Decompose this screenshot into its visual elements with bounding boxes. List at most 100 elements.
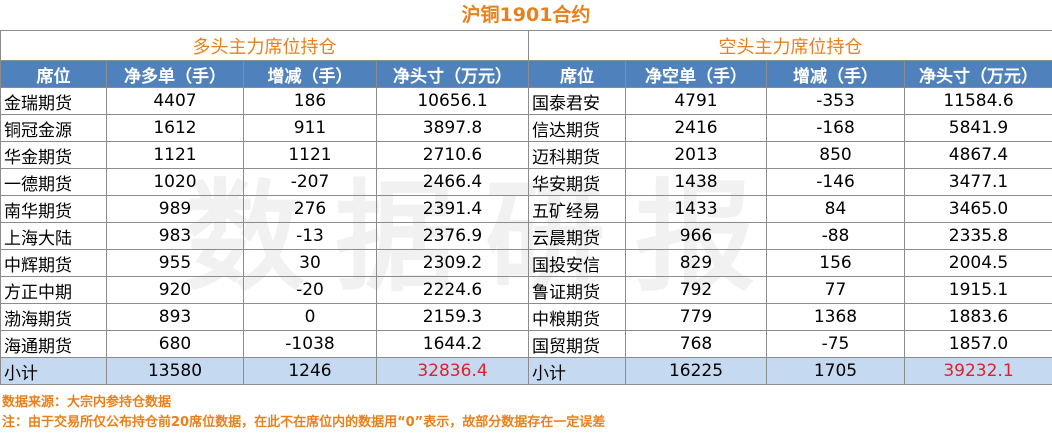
long-value-cell: 186 [243, 87, 377, 115]
header-cell: 增减（手） [766, 60, 905, 88]
short-value-cell: 768 [625, 330, 767, 358]
short-value-cell: 16225 [625, 357, 767, 385]
short-value-cell: 2004.5 [904, 249, 1052, 277]
table-row: 南华期货 989 276 2391.4 五矿经易 1433 84 3465.0 [0, 195, 1052, 223]
long-seat-name: 上海大陆 [0, 222, 107, 250]
long-value-cell: 893 [106, 303, 244, 331]
table-row: 方正中期 920 -20 2224.6 鲁证期货 792 77 1915.1 [0, 276, 1052, 304]
short-section-title: 空头主力席位持仓 [528, 30, 1052, 61]
long-section-title: 多头主力席位持仓 [0, 30, 529, 61]
long-value-cell: -20 [243, 276, 377, 304]
short-seat-name: 信达期货 [528, 114, 626, 142]
short-value-cell: 2013 [625, 141, 767, 169]
short-value-cell: -75 [766, 330, 905, 358]
long-value-cell: 2159.3 [376, 303, 529, 331]
short-value-cell: 3465.0 [904, 195, 1052, 223]
short-value-cell: 1433 [625, 195, 767, 223]
long-value-cell: 13580 [106, 357, 244, 385]
long-value-cell: 1121 [106, 141, 244, 169]
long-seat-name: 小计 [0, 357, 107, 385]
long-value-cell: 1121 [243, 141, 377, 169]
long-value-cell: 3897.8 [376, 114, 529, 142]
short-value-cell: 829 [625, 249, 767, 277]
short-value-cell: 779 [625, 303, 767, 331]
long-value-cell: 955 [106, 249, 244, 277]
table-row: 中辉期货 955 30 2309.2 国投安信 829 156 2004.5 [0, 249, 1052, 277]
short-seat-name: 华安期货 [528, 168, 626, 196]
short-value-cell: 1857.0 [904, 330, 1052, 358]
long-seat-name: 南华期货 [0, 195, 107, 223]
short-value-cell: 4867.4 [904, 141, 1052, 169]
short-seat-name: 中粮期货 [528, 303, 626, 331]
long-value-cell: 1612 [106, 114, 244, 142]
page-title: 沪铜1901合约 [461, 4, 591, 26]
short-value-cell: 1368 [766, 303, 905, 331]
table-row: 华金期货 1121 1121 2710.6 迈科期货 2013 850 4867.4 [0, 141, 1052, 169]
long-value-cell: -207 [243, 168, 377, 196]
short-value-cell: 2335.8 [904, 222, 1052, 250]
table-row: 渤海期货 893 0 2159.3 中粮期货 779 1368 1883.6 [0, 303, 1052, 331]
header-cell: 净头寸（万元） [904, 60, 1052, 88]
short-value-cell: 3477.1 [904, 168, 1052, 196]
table-row: 一德期货 1020 -207 2466.4 华安期货 1438 -146 3477.1 [0, 168, 1052, 196]
short-seat-name: 迈科期货 [528, 141, 626, 169]
long-value-cell: 920 [106, 276, 244, 304]
footnotes: 数据来源：大宗内参持仓数据 注：由于交易所仅公布持仓前20席位数据，在此不在席位… [2, 393, 605, 433]
short-value-cell: 1705 [766, 357, 905, 385]
short-seat-name: 小计 [528, 357, 626, 385]
long-value-cell: 2309.2 [376, 249, 529, 277]
short-value-cell: 77 [766, 276, 905, 304]
long-value-cell: 32836.4 [376, 357, 529, 385]
long-value-cell: 2466.4 [376, 168, 529, 196]
table-row: 上海大陆 983 -13 2376.9 云晨期货 966 -88 2335.8 [0, 222, 1052, 250]
table-row: 金瑞期货 4407 186 10656.1 国泰君安 4791 -353 11584.6 [0, 87, 1052, 115]
long-value-cell: 30 [243, 249, 377, 277]
positions-table: 多头主力席位持仓 空头主力席位持仓 席位 净多单（手） 增减（手） 净头寸（万元… [0, 30, 1052, 385]
long-seat-name: 铜冠金源 [0, 114, 107, 142]
short-value-cell: -88 [766, 222, 905, 250]
short-value-cell: 5841.9 [904, 114, 1052, 142]
short-value-cell: -146 [766, 168, 905, 196]
short-seat-name: 五矿经易 [528, 195, 626, 223]
short-value-cell: 11584.6 [904, 87, 1052, 115]
data-source-note: 数据来源：大宗内参持仓数据 [2, 395, 172, 410]
header-cell: 席位 [0, 60, 107, 88]
long-value-cell: 1246 [243, 357, 377, 385]
long-seat-name: 方正中期 [0, 276, 107, 304]
short-value-cell: 156 [766, 249, 905, 277]
long-value-cell: 911 [243, 114, 377, 142]
subtotal-row: 小计 13580 1246 32836.4 小计 16225 1705 39232.1 [0, 357, 1052, 385]
long-value-cell: -13 [243, 222, 377, 250]
short-value-cell: 850 [766, 141, 905, 169]
short-value-cell: 2416 [625, 114, 767, 142]
long-seat-name: 一德期货 [0, 168, 107, 196]
short-seat-name: 鲁证期货 [528, 276, 626, 304]
short-seat-name: 国泰君安 [528, 87, 626, 115]
column-header-row: 席位 净多单（手） 增减（手） 净头寸（万元） 席位 净空单（手） 增减（手） … [0, 60, 1052, 88]
long-value-cell: 1644.2 [376, 330, 529, 358]
long-value-cell: 2224.6 [376, 276, 529, 304]
long-value-cell: 2710.6 [376, 141, 529, 169]
header-cell: 净头寸（万元） [376, 60, 529, 88]
short-value-cell: 4791 [625, 87, 767, 115]
long-value-cell: 0 [243, 303, 377, 331]
short-value-cell: 1915.1 [904, 276, 1052, 304]
short-value-cell: -353 [766, 87, 905, 115]
short-value-cell: -168 [766, 114, 905, 142]
short-value-cell: 1883.6 [904, 303, 1052, 331]
long-value-cell: 680 [106, 330, 244, 358]
long-value-cell: 2376.9 [376, 222, 529, 250]
short-seat-name: 国投安信 [528, 249, 626, 277]
long-value-cell: 1020 [106, 168, 244, 196]
short-seat-name: 云晨期货 [528, 222, 626, 250]
table-row: 海通期货 680 -1038 1644.2 国贸期货 768 -75 1857.0 [0, 330, 1052, 358]
short-value-cell: 1438 [625, 168, 767, 196]
short-value-cell: 792 [625, 276, 767, 304]
long-value-cell: 2391.4 [376, 195, 529, 223]
long-value-cell: 10656.1 [376, 87, 529, 115]
short-value-cell: 84 [766, 195, 905, 223]
section-header-row: 多头主力席位持仓 空头主力席位持仓 [0, 30, 1052, 61]
header-cell: 增减（手） [243, 60, 377, 88]
long-value-cell: 983 [106, 222, 244, 250]
short-value-cell: 39232.1 [904, 357, 1052, 385]
